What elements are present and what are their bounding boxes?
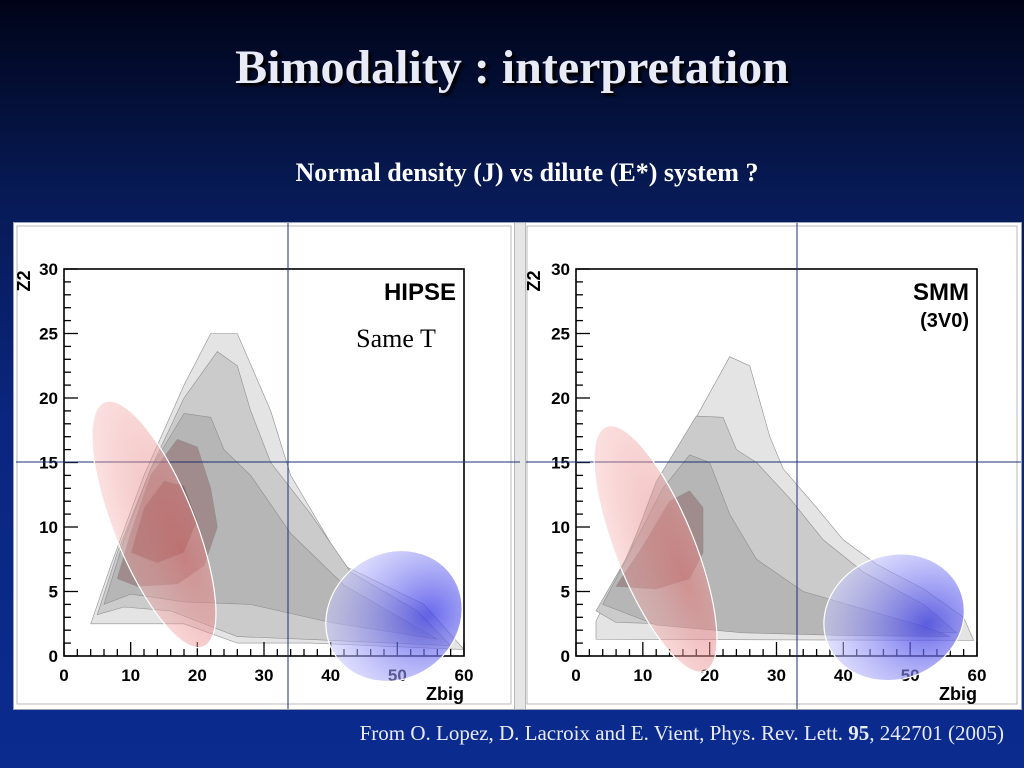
x-tick-label: 60 [968, 666, 987, 685]
x-axis-label: Zbig [939, 684, 977, 704]
y-tick-label: 5 [561, 583, 570, 602]
x-tick-label: 0 [59, 666, 68, 685]
x-tick-label: 10 [633, 666, 652, 685]
y-axis-label: Z2 [524, 270, 544, 291]
x-tick-label: 30 [255, 666, 274, 685]
x-tick-label: 20 [188, 666, 207, 685]
annotation-same-t: Same T [356, 324, 436, 353]
x-tick-label: 10 [121, 666, 140, 685]
citation-prefix: From O. Lopez, D. Lacroix and E. Vient, … [359, 721, 849, 745]
x-tick-label: 40 [321, 666, 340, 685]
y-axis-label: Z2 [14, 270, 34, 291]
y-tick-label: 20 [39, 389, 58, 408]
x-tick-label: 40 [834, 666, 853, 685]
highlight-normal-density [91, 400, 217, 649]
citation-volume: 95 [848, 721, 870, 745]
x-axis-label: Zbig [426, 684, 464, 704]
x-tick-label: 0 [571, 666, 580, 685]
panel-separator [514, 223, 526, 709]
chart-subtitle: (3V0) [920, 310, 969, 332]
y-tick-label: 0 [561, 647, 570, 666]
figure-svg: 0102030405060051015202530ZbigZ2HIPSESame… [14, 223, 1021, 709]
y-tick-label: 30 [551, 260, 570, 279]
citation-suffix: , 242701 (2005) [869, 721, 1004, 745]
chart-right: 0102030405060051015202530ZbigZ2SMM(3V0) [524, 223, 1021, 709]
highlight-dilute [325, 549, 463, 683]
x-tick-label: 60 [455, 666, 474, 685]
x-tick-label: 30 [767, 666, 786, 685]
y-tick-label: 0 [49, 647, 58, 666]
citation: From O. Lopez, D. Lacroix and E. Vient, … [360, 721, 1004, 746]
slide-subtitle: Normal density (J) vs dilute (E*) system… [295, 158, 759, 187]
highlight-normal-density [593, 425, 718, 673]
y-tick-label: 15 [551, 454, 570, 473]
panel-frame [526, 225, 1018, 705]
y-tick-label: 20 [551, 389, 570, 408]
slide-title: Bimodality : interpretation [235, 41, 789, 94]
y-tick-label: 10 [551, 518, 570, 537]
chart-left: 0102030405060051015202530ZbigZ2HIPSESame… [14, 223, 520, 709]
y-tick-label: 10 [39, 518, 58, 537]
highlight-dilute [823, 553, 965, 682]
y-tick-label: 15 [39, 454, 58, 473]
y-tick-label: 25 [551, 325, 570, 344]
chart-title: HIPSE [384, 279, 456, 306]
y-tick-label: 30 [39, 260, 58, 279]
figure: 0102030405060051015202530ZbigZ2HIPSESame… [13, 222, 1022, 710]
chart-title: SMM [913, 279, 969, 306]
y-tick-label: 5 [49, 583, 58, 602]
panel-frame [16, 225, 512, 705]
y-tick-label: 25 [39, 325, 58, 344]
